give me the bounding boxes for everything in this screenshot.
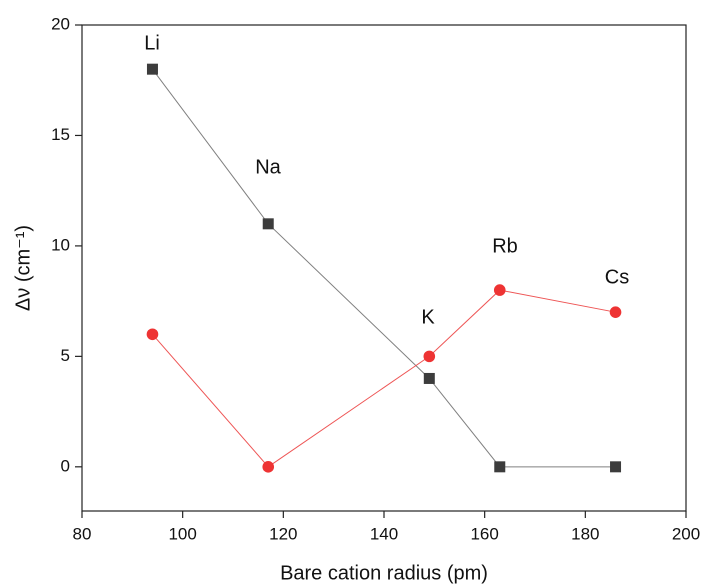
marker	[494, 461, 506, 473]
series-line	[152, 289, 616, 468]
marker	[609, 306, 622, 318]
y-tick-label: 20	[51, 14, 70, 33]
y-tick-label: 15	[51, 125, 70, 144]
point-annotation: K	[421, 306, 435, 328]
x-tick-label: 160	[470, 524, 498, 543]
marker	[262, 461, 275, 473]
x-tick-label: 140	[370, 524, 398, 543]
y-axis-title: Δν (cm⁻¹)	[12, 225, 34, 311]
point-annotation: Na	[255, 156, 281, 178]
marker	[493, 284, 506, 296]
series-line	[152, 68, 616, 468]
y-tick-label: 10	[51, 235, 70, 254]
marker	[423, 372, 435, 384]
x-axis-title: Bare cation radius (pm)	[280, 562, 488, 584]
x-tick-label: 120	[269, 524, 297, 543]
x-tick-label: 200	[672, 524, 700, 543]
point-annotation: Li	[144, 32, 160, 54]
x-tick-label: 180	[571, 524, 599, 543]
point-annotation: Cs	[605, 266, 629, 288]
y-tick-label: 0	[61, 456, 70, 475]
marker	[146, 63, 158, 75]
marker	[262, 218, 274, 230]
marker	[146, 328, 159, 341]
plot-frame	[81, 24, 687, 512]
y-tick-label: 5	[61, 346, 70, 365]
x-tick-label: 80	[73, 524, 92, 543]
marker	[423, 350, 436, 363]
marker	[610, 461, 622, 473]
x-tick-label: 100	[168, 524, 196, 543]
point-annotation: Rb	[492, 235, 518, 257]
